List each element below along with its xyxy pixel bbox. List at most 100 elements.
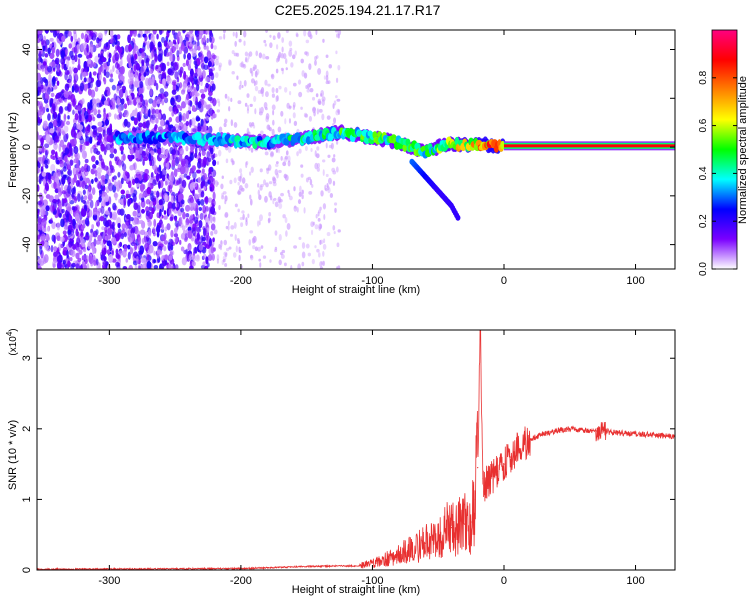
noise-speck xyxy=(182,62,186,68)
noise-speck xyxy=(97,220,100,228)
noise-speck xyxy=(288,118,292,124)
noise-speck xyxy=(301,251,306,259)
noise-speck xyxy=(84,217,90,226)
noise-speck xyxy=(244,51,249,57)
noise-speck xyxy=(55,48,60,58)
noise-speck xyxy=(283,262,287,267)
noise-speck xyxy=(108,57,111,63)
noise-speck xyxy=(332,225,336,231)
noise-speck xyxy=(233,121,238,128)
noise-speck xyxy=(39,245,43,255)
noise-speck xyxy=(228,59,232,66)
noise-speck xyxy=(103,45,108,52)
noise-speck xyxy=(161,235,166,242)
noise-speck xyxy=(37,45,40,55)
snr-point xyxy=(477,467,479,469)
noise-speck xyxy=(216,98,220,104)
noise-speck xyxy=(317,211,320,217)
noise-speck xyxy=(206,150,210,159)
noise-speck xyxy=(70,35,74,42)
noise-speck xyxy=(127,51,131,58)
noise-speck xyxy=(92,230,98,238)
noise-speck xyxy=(135,169,141,175)
noise-speck xyxy=(96,141,100,146)
snr-point xyxy=(490,477,492,479)
noise-speck xyxy=(45,134,51,144)
noise-speck xyxy=(218,36,223,40)
noise-speck xyxy=(145,120,150,129)
noise-speck xyxy=(61,208,65,214)
noise-speck xyxy=(67,185,72,194)
noise-speck xyxy=(317,217,321,222)
noise-speck xyxy=(316,146,320,151)
noise-speck xyxy=(106,90,111,96)
noise-speck xyxy=(278,233,282,241)
noise-speck xyxy=(267,217,271,224)
snr-point xyxy=(569,428,571,430)
noise-speck xyxy=(115,252,120,258)
noise-speck xyxy=(54,151,58,159)
noise-speck xyxy=(164,194,168,203)
noise-speck xyxy=(189,36,192,44)
noise-speck xyxy=(333,154,336,158)
noise-speck xyxy=(77,37,81,44)
noise-speck xyxy=(197,30,200,35)
noise-speck xyxy=(138,174,143,181)
noise-speck xyxy=(38,265,42,269)
noise-speck xyxy=(94,55,100,63)
noise-speck xyxy=(52,205,55,212)
noise-speck xyxy=(108,182,114,192)
noise-speck xyxy=(188,219,194,224)
noise-speck xyxy=(70,237,74,242)
noise-speck xyxy=(269,34,272,38)
noise-speck xyxy=(169,54,174,62)
noise-speck xyxy=(117,171,121,178)
noise-speck xyxy=(288,91,292,96)
noise-speck xyxy=(173,106,178,115)
noise-speck xyxy=(68,43,73,49)
snr-point xyxy=(470,521,472,523)
noise-speck xyxy=(92,246,95,255)
noise-speck xyxy=(148,108,151,118)
noise-speck xyxy=(285,67,288,71)
noise-speck xyxy=(135,63,140,71)
colorbar-ticks: 0.0 0.2 0.4 0.6 0.8 xyxy=(698,70,737,276)
noise-speck xyxy=(55,94,59,100)
noise-speck xyxy=(108,52,112,59)
noise-speck xyxy=(224,195,228,202)
noise-speck xyxy=(218,204,221,211)
noise-speck xyxy=(252,66,255,72)
noise-speck xyxy=(198,34,202,39)
noise-speck xyxy=(258,214,263,222)
noise-speck xyxy=(208,91,213,97)
y-tick-label: 20 xyxy=(21,92,33,104)
noise-speck xyxy=(144,34,148,42)
noise-speck xyxy=(227,96,230,102)
noise-speck xyxy=(242,213,245,221)
noise-speck xyxy=(318,108,323,113)
noise-speck xyxy=(175,95,179,100)
noise-speck xyxy=(120,58,123,67)
noise-speck xyxy=(199,158,205,167)
noise-speck xyxy=(106,249,111,255)
x-tick-label: -100 xyxy=(361,275,383,287)
noise-speck xyxy=(101,64,105,74)
noise-speck xyxy=(337,229,341,233)
noise-speck xyxy=(104,220,110,228)
noise-speck xyxy=(86,77,92,83)
noise-speck xyxy=(80,238,86,248)
noise-speck xyxy=(331,167,336,173)
noise-speck xyxy=(155,117,159,124)
noise-speck xyxy=(285,230,288,237)
noise-speck xyxy=(90,199,94,209)
noise-speck xyxy=(119,241,123,248)
noise-speck xyxy=(287,155,291,163)
noise-speck xyxy=(100,175,106,181)
noise-speck xyxy=(77,171,82,180)
noise-speck xyxy=(139,183,145,192)
noise-speck xyxy=(179,186,185,192)
noise-speck xyxy=(322,250,325,257)
noise-speck xyxy=(176,201,180,210)
noise-speck xyxy=(76,44,81,50)
noise-speck xyxy=(185,110,190,120)
